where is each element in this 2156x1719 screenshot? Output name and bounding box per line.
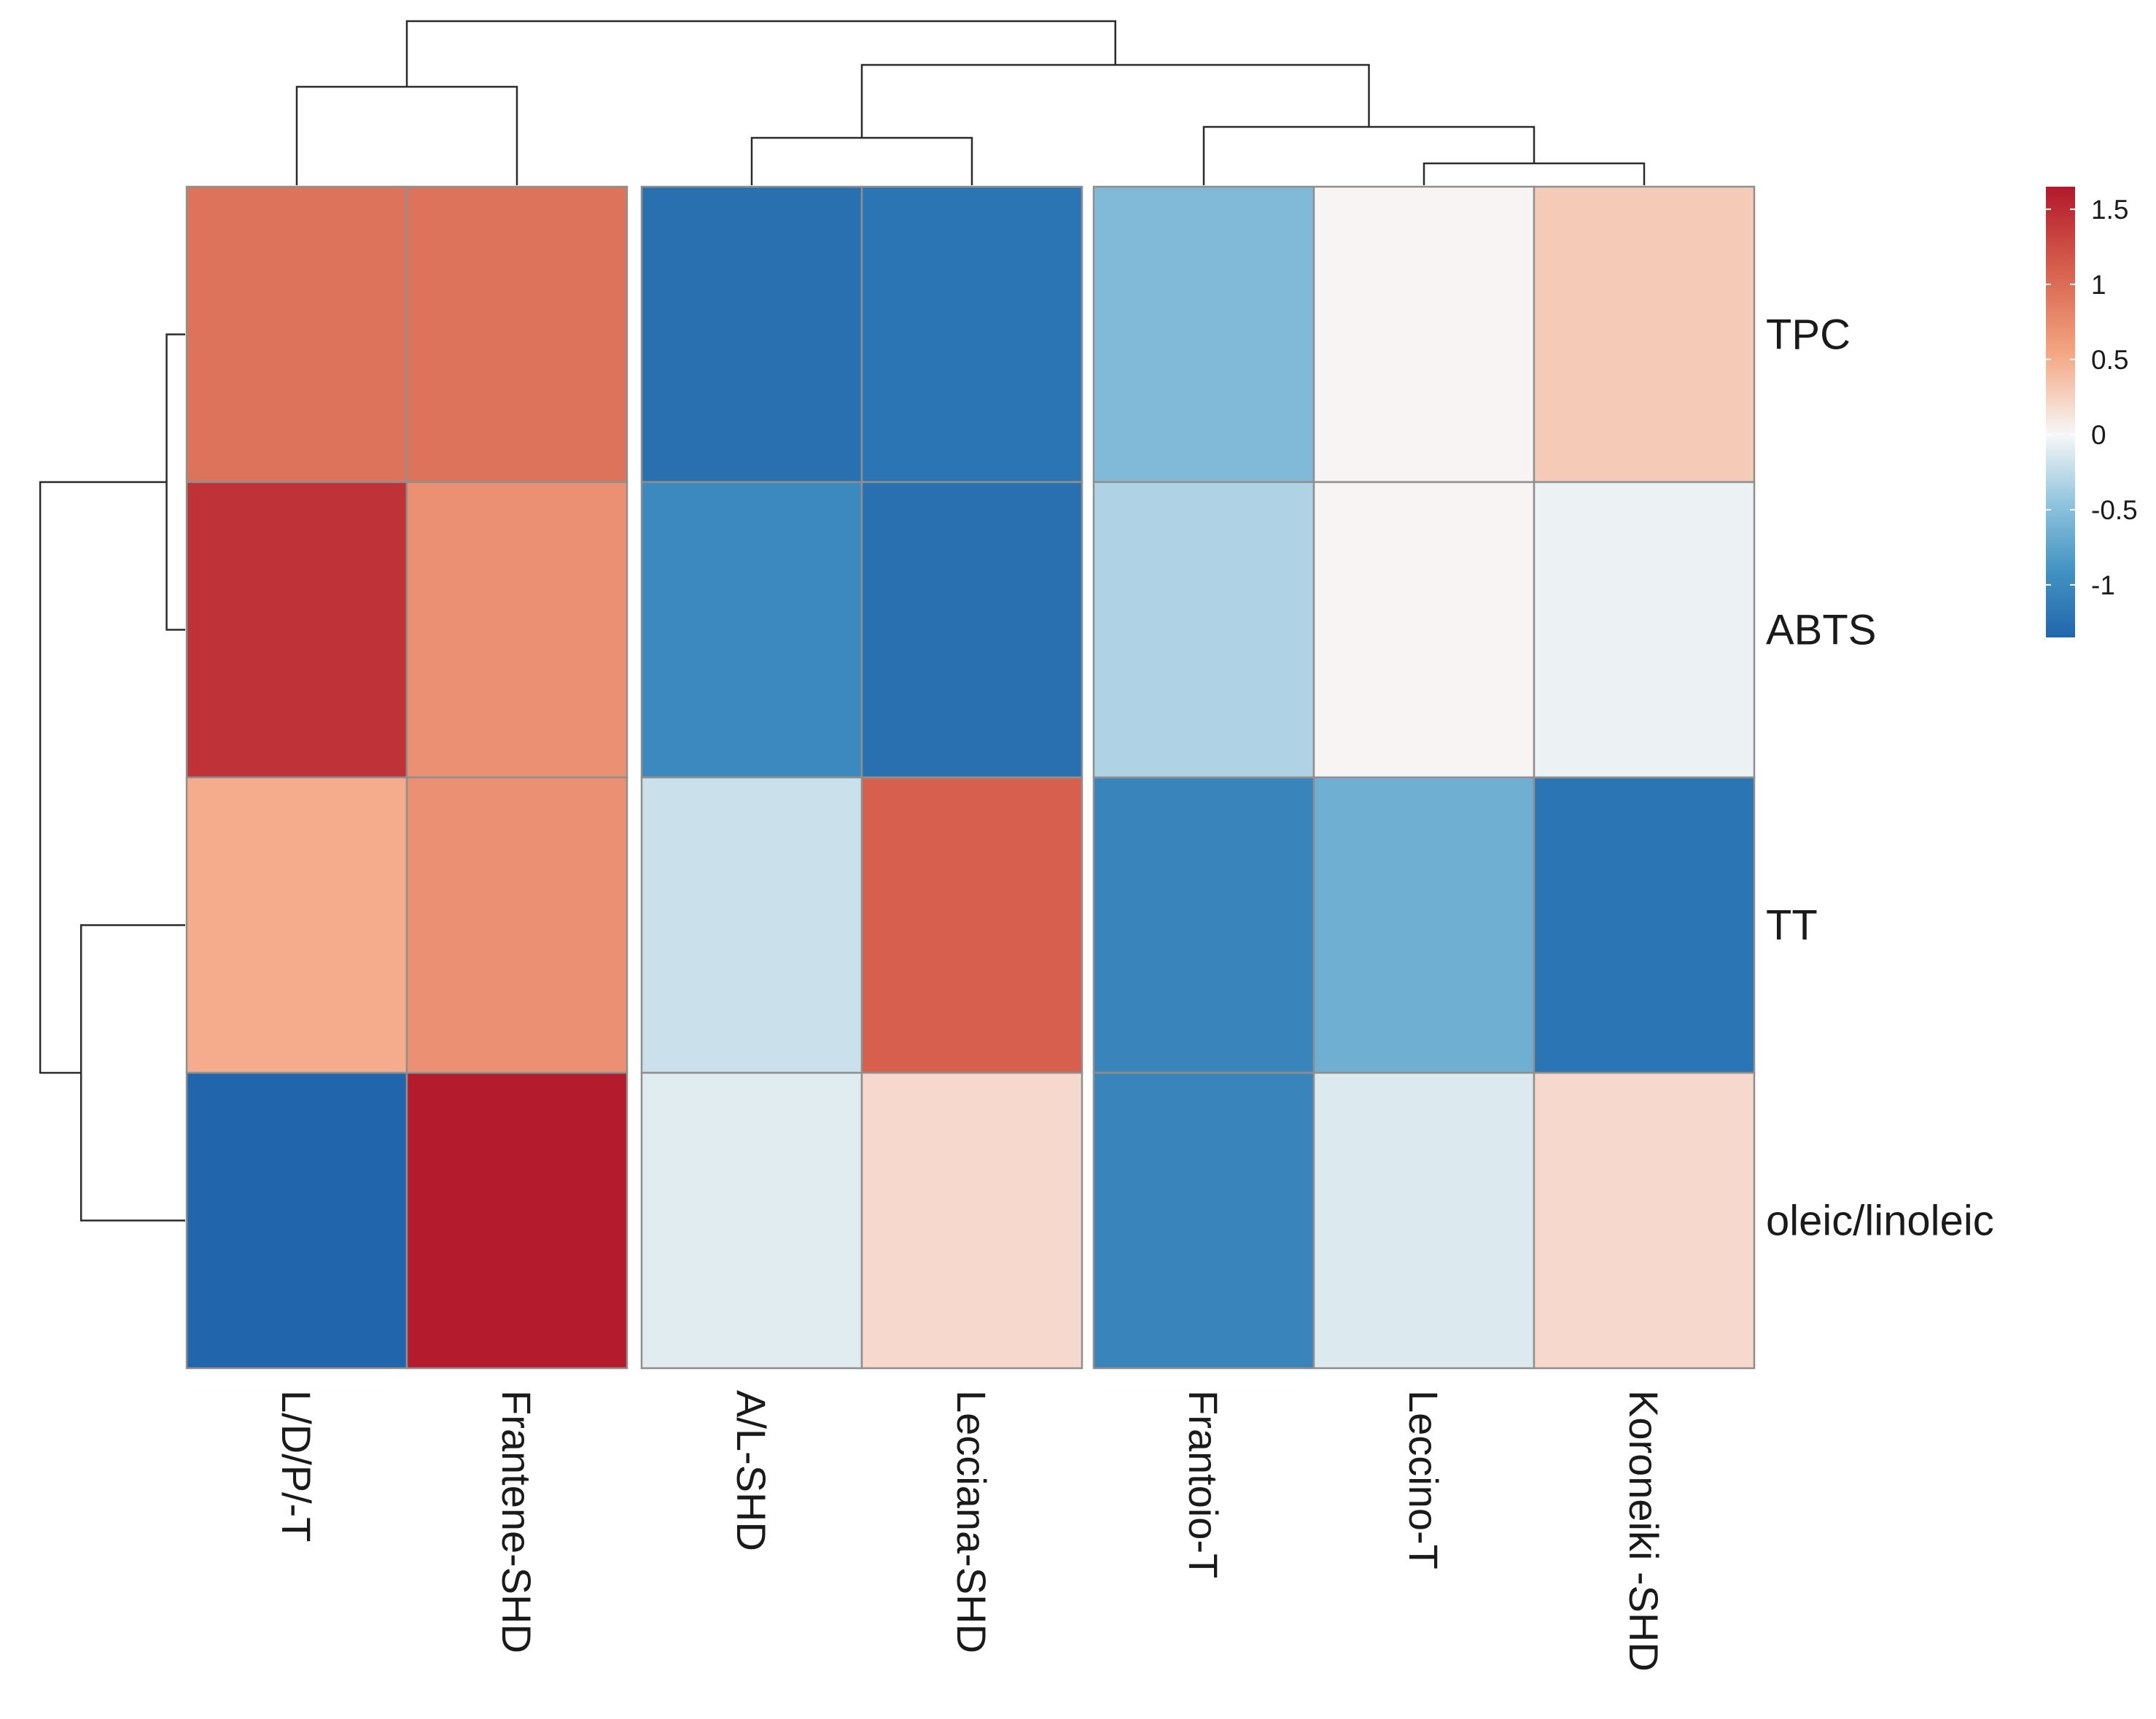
heatmap-cell-oleic-linoleic-lecciana-shd xyxy=(860,1071,1083,1370)
row-dendrogram-branch xyxy=(39,481,167,1074)
legend-tick-label: -0.5 xyxy=(2091,495,2138,525)
legend-tick-label: 1.5 xyxy=(2091,195,2128,225)
color-legend: 1.5 1 0.5 0 -0.5 -1 xyxy=(2046,187,2138,637)
heatmap-cell-tpc-koroneiki-shd xyxy=(1533,185,1756,484)
heatmap-cell-oleic-linoleic-frantoio-t xyxy=(1092,1071,1315,1370)
heatmap-cell-tpc-l-d-p-t xyxy=(185,185,408,484)
heatmap-cell-tt-a-l-shd xyxy=(640,776,863,1074)
column-label-lecciana-shd: Lecciana-SHD xyxy=(949,1390,995,1653)
heatmap-cell-abts-l-d-p-t xyxy=(185,481,408,779)
heatmap-cell-tt-leccino-t xyxy=(1312,776,1536,1074)
heatmap-cell-tt-koroneiki-shd xyxy=(1533,776,1756,1074)
column-label-leccino-t: Leccino-T xyxy=(1401,1390,1447,1569)
row-label-abts: ABTS xyxy=(1766,607,1877,654)
heatmap-cell-oleic-linoleic-leccino-t xyxy=(1312,1071,1536,1370)
legend-tick-label: 0.5 xyxy=(2091,345,2128,375)
heatmap-cell-tt-frantoio-t xyxy=(1092,776,1315,1074)
legend-tick-label: -1 xyxy=(2091,570,2115,600)
heatmap-cell-oleic-linoleic-a-l-shd xyxy=(640,1071,863,1370)
heatmap-cell-tpc-lecciana-shd xyxy=(860,185,1083,484)
row-dendrogram-branch xyxy=(79,924,185,1222)
column-label-l-d-p-t: L/D/P/-T xyxy=(273,1390,319,1542)
heatmap-cell-oleic-linoleic-l-d-p-t xyxy=(185,1071,408,1370)
column-dendrogram-branch xyxy=(1423,162,1646,185)
row-dendrogram xyxy=(39,333,185,1222)
heatmap-cell-tpc-frantoio-t xyxy=(1092,185,1315,484)
legend-ticks: 1.5 1 0.5 0 -0.5 -1 xyxy=(2046,195,2138,600)
heatmap-cell-tpc-a-l-shd xyxy=(640,185,863,484)
legend-color-bar xyxy=(2046,187,2075,637)
column-labels: L/D/P/-T Frantene-SHD A/L-SHD Lecciana-SHD F… xyxy=(273,1390,1667,1672)
heatmap-cell-tpc-frantene-shd xyxy=(405,185,628,484)
column-dendrogram-branch xyxy=(405,20,1116,87)
legend-tick-label: 1 xyxy=(2091,270,2106,300)
column-label-frantoio-t: Frantoio-T xyxy=(1180,1390,1226,1578)
column-dendrogram-branch xyxy=(295,85,518,185)
heatmap-cell-abts-frantoio-t xyxy=(1092,481,1315,779)
heatmap-cell-tt-frantene-shd xyxy=(405,776,628,1074)
row-label-oleic-linoleic: oleic/linoleic xyxy=(1766,1198,1994,1245)
heatmap-cell-oleic-linoleic-koroneiki-shd xyxy=(1533,1071,1756,1370)
heatmap-cell-abts-koroneiki-shd xyxy=(1533,481,1756,779)
heatmap-cell-abts-lecciana-shd xyxy=(860,481,1083,779)
column-dendrogram-branch xyxy=(750,136,973,185)
heatmap-cell-tt-lecciana-shd xyxy=(860,776,1083,1074)
heatmap-cell-tpc-leccino-t xyxy=(1312,185,1536,484)
heatmap-cell-abts-leccino-t xyxy=(1312,481,1536,779)
row-dendrogram-branch xyxy=(166,333,185,631)
heatmap-cell-tt-l-d-p-t xyxy=(185,776,408,1074)
row-label-tt: TT xyxy=(1766,902,1818,950)
legend-tick-label: 0 xyxy=(2091,420,2106,450)
row-labels: TPC ABTS TT oleic/linoleic xyxy=(1766,311,1994,1245)
heatmap-cells xyxy=(185,185,1756,1370)
column-label-frantene-shd: Frantene-SHD xyxy=(494,1390,540,1653)
heatmap-cell-abts-a-l-shd xyxy=(640,481,863,779)
column-label-a-l-shd: A/L-SHD xyxy=(728,1390,774,1551)
column-dendrogram xyxy=(295,20,1646,185)
column-label-koroneiki-shd: Koroneiki -SHD xyxy=(1621,1390,1667,1672)
row-label-tpc: TPC xyxy=(1766,311,1850,359)
heatmap-cell-oleic-linoleic-frantene-shd xyxy=(405,1071,628,1370)
heatmap-cell-abts-frantene-shd xyxy=(405,481,628,779)
column-dendrogram-branch xyxy=(1202,125,1536,185)
